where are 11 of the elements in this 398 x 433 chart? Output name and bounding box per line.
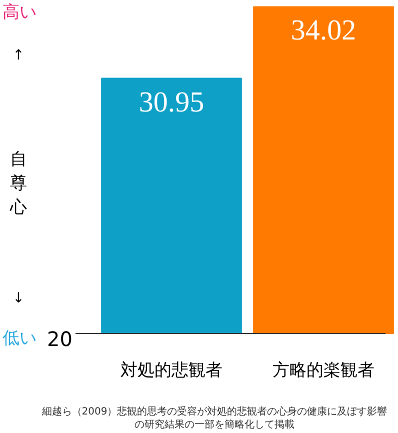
text: 高い [2,2,36,22]
x-tick-label: 対処的悲観者 [120,360,222,380]
text: ↓ [12,290,24,306]
text: ↑ [12,48,24,64]
annotation: 20 [47,327,73,351]
y-axis-title: 自尊心 [9,150,27,218]
text: 低い [2,328,36,348]
text: 細越ら（2009）悲観的思考の受容が対処的悲観者の心身の健康に及ぼす影響の研究結果の一部を簡略化して掲載 [40,405,388,431]
data-label: 34.02 [290,14,356,47]
x-tick-label: 方略的楽観者 [272,360,374,380]
data-label: 30.95 [138,86,204,118]
